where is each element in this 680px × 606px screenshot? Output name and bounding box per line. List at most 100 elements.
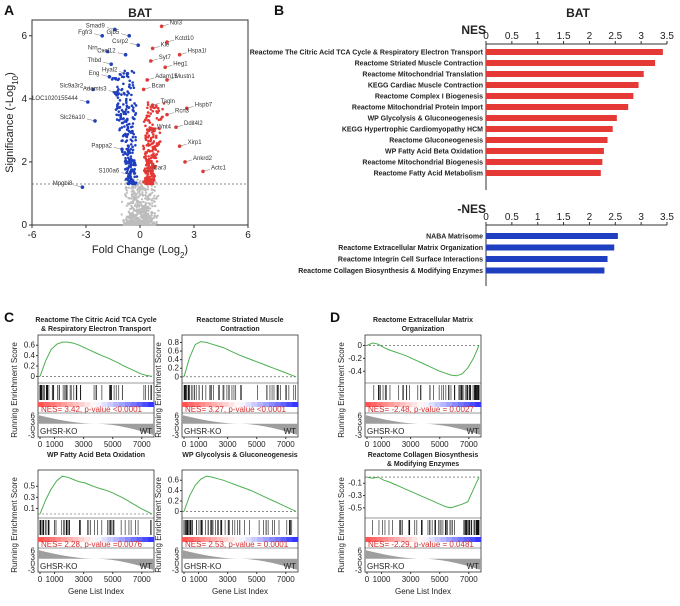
- gsea-x-tick-label: 7000: [460, 440, 478, 449]
- rank-gradient-segment: [463, 537, 470, 542]
- ns-point: [139, 219, 142, 222]
- up-point: [162, 102, 166, 105]
- gene-label: Mpgbi8: [53, 181, 73, 187]
- ns-point: [144, 201, 147, 204]
- rank-gradient-segment: [411, 402, 418, 407]
- rank-gradient-segment: [43, 402, 51, 407]
- gsea-y-tick-label: -0.2: [348, 354, 362, 363]
- rank-gradient-segment: [101, 537, 109, 542]
- rank-gradient-segment: [440, 537, 447, 542]
- up-point: [156, 106, 160, 110]
- gene-label: Xirp1: [188, 140, 203, 146]
- gsea-y-tick-label: 0: [175, 507, 180, 516]
- ns-point: [139, 201, 142, 204]
- ns-point: [146, 185, 149, 189]
- group-right-label: WT: [284, 562, 297, 571]
- down-point: [135, 175, 139, 178]
- down-point: [129, 147, 133, 151]
- negative-nes-bar: [486, 267, 605, 274]
- rank-gradient-segment: [370, 402, 378, 407]
- up-point: [149, 112, 153, 115]
- down-point: [126, 110, 130, 114]
- gsea-x-tick-label: 7000: [277, 440, 295, 449]
- pos-tick-label: 3.5: [660, 31, 674, 42]
- down-point: [114, 77, 118, 80]
- group-right-label: WT: [467, 562, 480, 571]
- gsea-x-tick-label: 3000: [219, 575, 237, 584]
- ns-point: [149, 194, 152, 197]
- gsea-x-tick-label: 3000: [75, 575, 93, 584]
- down-point: [126, 182, 130, 185]
- up-point: [156, 111, 159, 115]
- up-point: [157, 109, 161, 113]
- gsea-y-tick-label: 0.2: [168, 364, 180, 373]
- enrichment-curve: [366, 476, 480, 509]
- ns-point: [147, 188, 150, 191]
- rank-gradient-segment: [475, 537, 482, 542]
- y-tick-label: 6: [21, 31, 27, 42]
- down-point: [128, 83, 131, 87]
- ns-point: [139, 188, 142, 191]
- down-point: [131, 116, 135, 119]
- ns-point: [153, 185, 157, 188]
- rank-gradient-segment: [388, 537, 395, 542]
- ns-point: [148, 202, 151, 205]
- up-point: [151, 172, 155, 175]
- pos-tick-label: 2.5: [608, 31, 622, 42]
- ns-point: [122, 219, 125, 222]
- gene-leader-line: [85, 87, 94, 90]
- ns-point: [136, 178, 139, 181]
- rank-gradient-segment: [125, 537, 132, 542]
- down-point: [133, 182, 137, 186]
- up-point: [146, 103, 150, 107]
- gsea-x-tick-label: 1000: [190, 575, 208, 584]
- down-point: [118, 105, 122, 109]
- ns-point: [126, 219, 129, 222]
- gsea-y-tick-label: 0.2: [24, 362, 36, 371]
- down-point: [129, 138, 133, 141]
- group-left-label: GHSR-KO: [40, 562, 77, 571]
- down-point: [129, 155, 133, 158]
- down-point: [124, 108, 128, 111]
- gsea-x-tick-label: 7000: [460, 575, 478, 584]
- down-point: [115, 113, 118, 117]
- down-point: [116, 106, 120, 109]
- up-point: [149, 108, 153, 111]
- rank-gradient-segment: [434, 537, 441, 542]
- gene-label: Adam15: [155, 74, 178, 80]
- gene-leader-line: [113, 147, 123, 150]
- down-point: [117, 110, 121, 113]
- down-point: [133, 113, 137, 117]
- rank-gradient-segment: [228, 402, 235, 407]
- down-point: [124, 162, 128, 165]
- gene-leader-line: [143, 87, 151, 90]
- positive-nes-bar: [486, 148, 604, 154]
- gsea-x-tick-label: 1000: [46, 575, 64, 584]
- pos-tick-label: 1.5: [557, 31, 571, 42]
- ns-point: [124, 194, 127, 197]
- ranked-metric-area: [182, 415, 298, 435]
- down-point: [124, 99, 128, 103]
- ns-point: [151, 191, 154, 194]
- pathway-label: WP Glycolysis & Gluconeogenesis: [368, 116, 484, 123]
- up-point: [148, 121, 152, 124]
- rank-gradient-segment: [136, 537, 143, 542]
- pathway-label: Reactome Mitochondrial Protein Import: [352, 105, 484, 112]
- ns-point: [141, 186, 144, 189]
- rank-gradient-segment: [113, 402, 120, 407]
- gene-hits: [39, 385, 152, 400]
- gsea-title: Reactome Collagen Biosynthesis: [368, 452, 479, 459]
- up-point: [144, 124, 147, 128]
- up-point: [147, 142, 150, 146]
- down-point: [129, 161, 132, 165]
- ns-point: [147, 198, 150, 201]
- rank-gradient-segment: [469, 402, 476, 407]
- ranked-metric-area: [182, 550, 298, 570]
- nes-annotation: NES= 2.28, p-value =0.0076: [41, 540, 143, 549]
- pathway-label: Reactome Striated Muscle Contraction: [355, 61, 483, 68]
- gsea-y-axis-label: Running Enrichment Score: [154, 477, 163, 573]
- ns-point: [144, 215, 147, 219]
- up-point: [151, 148, 155, 151]
- up-point: [147, 155, 150, 158]
- down-point: [125, 160, 129, 163]
